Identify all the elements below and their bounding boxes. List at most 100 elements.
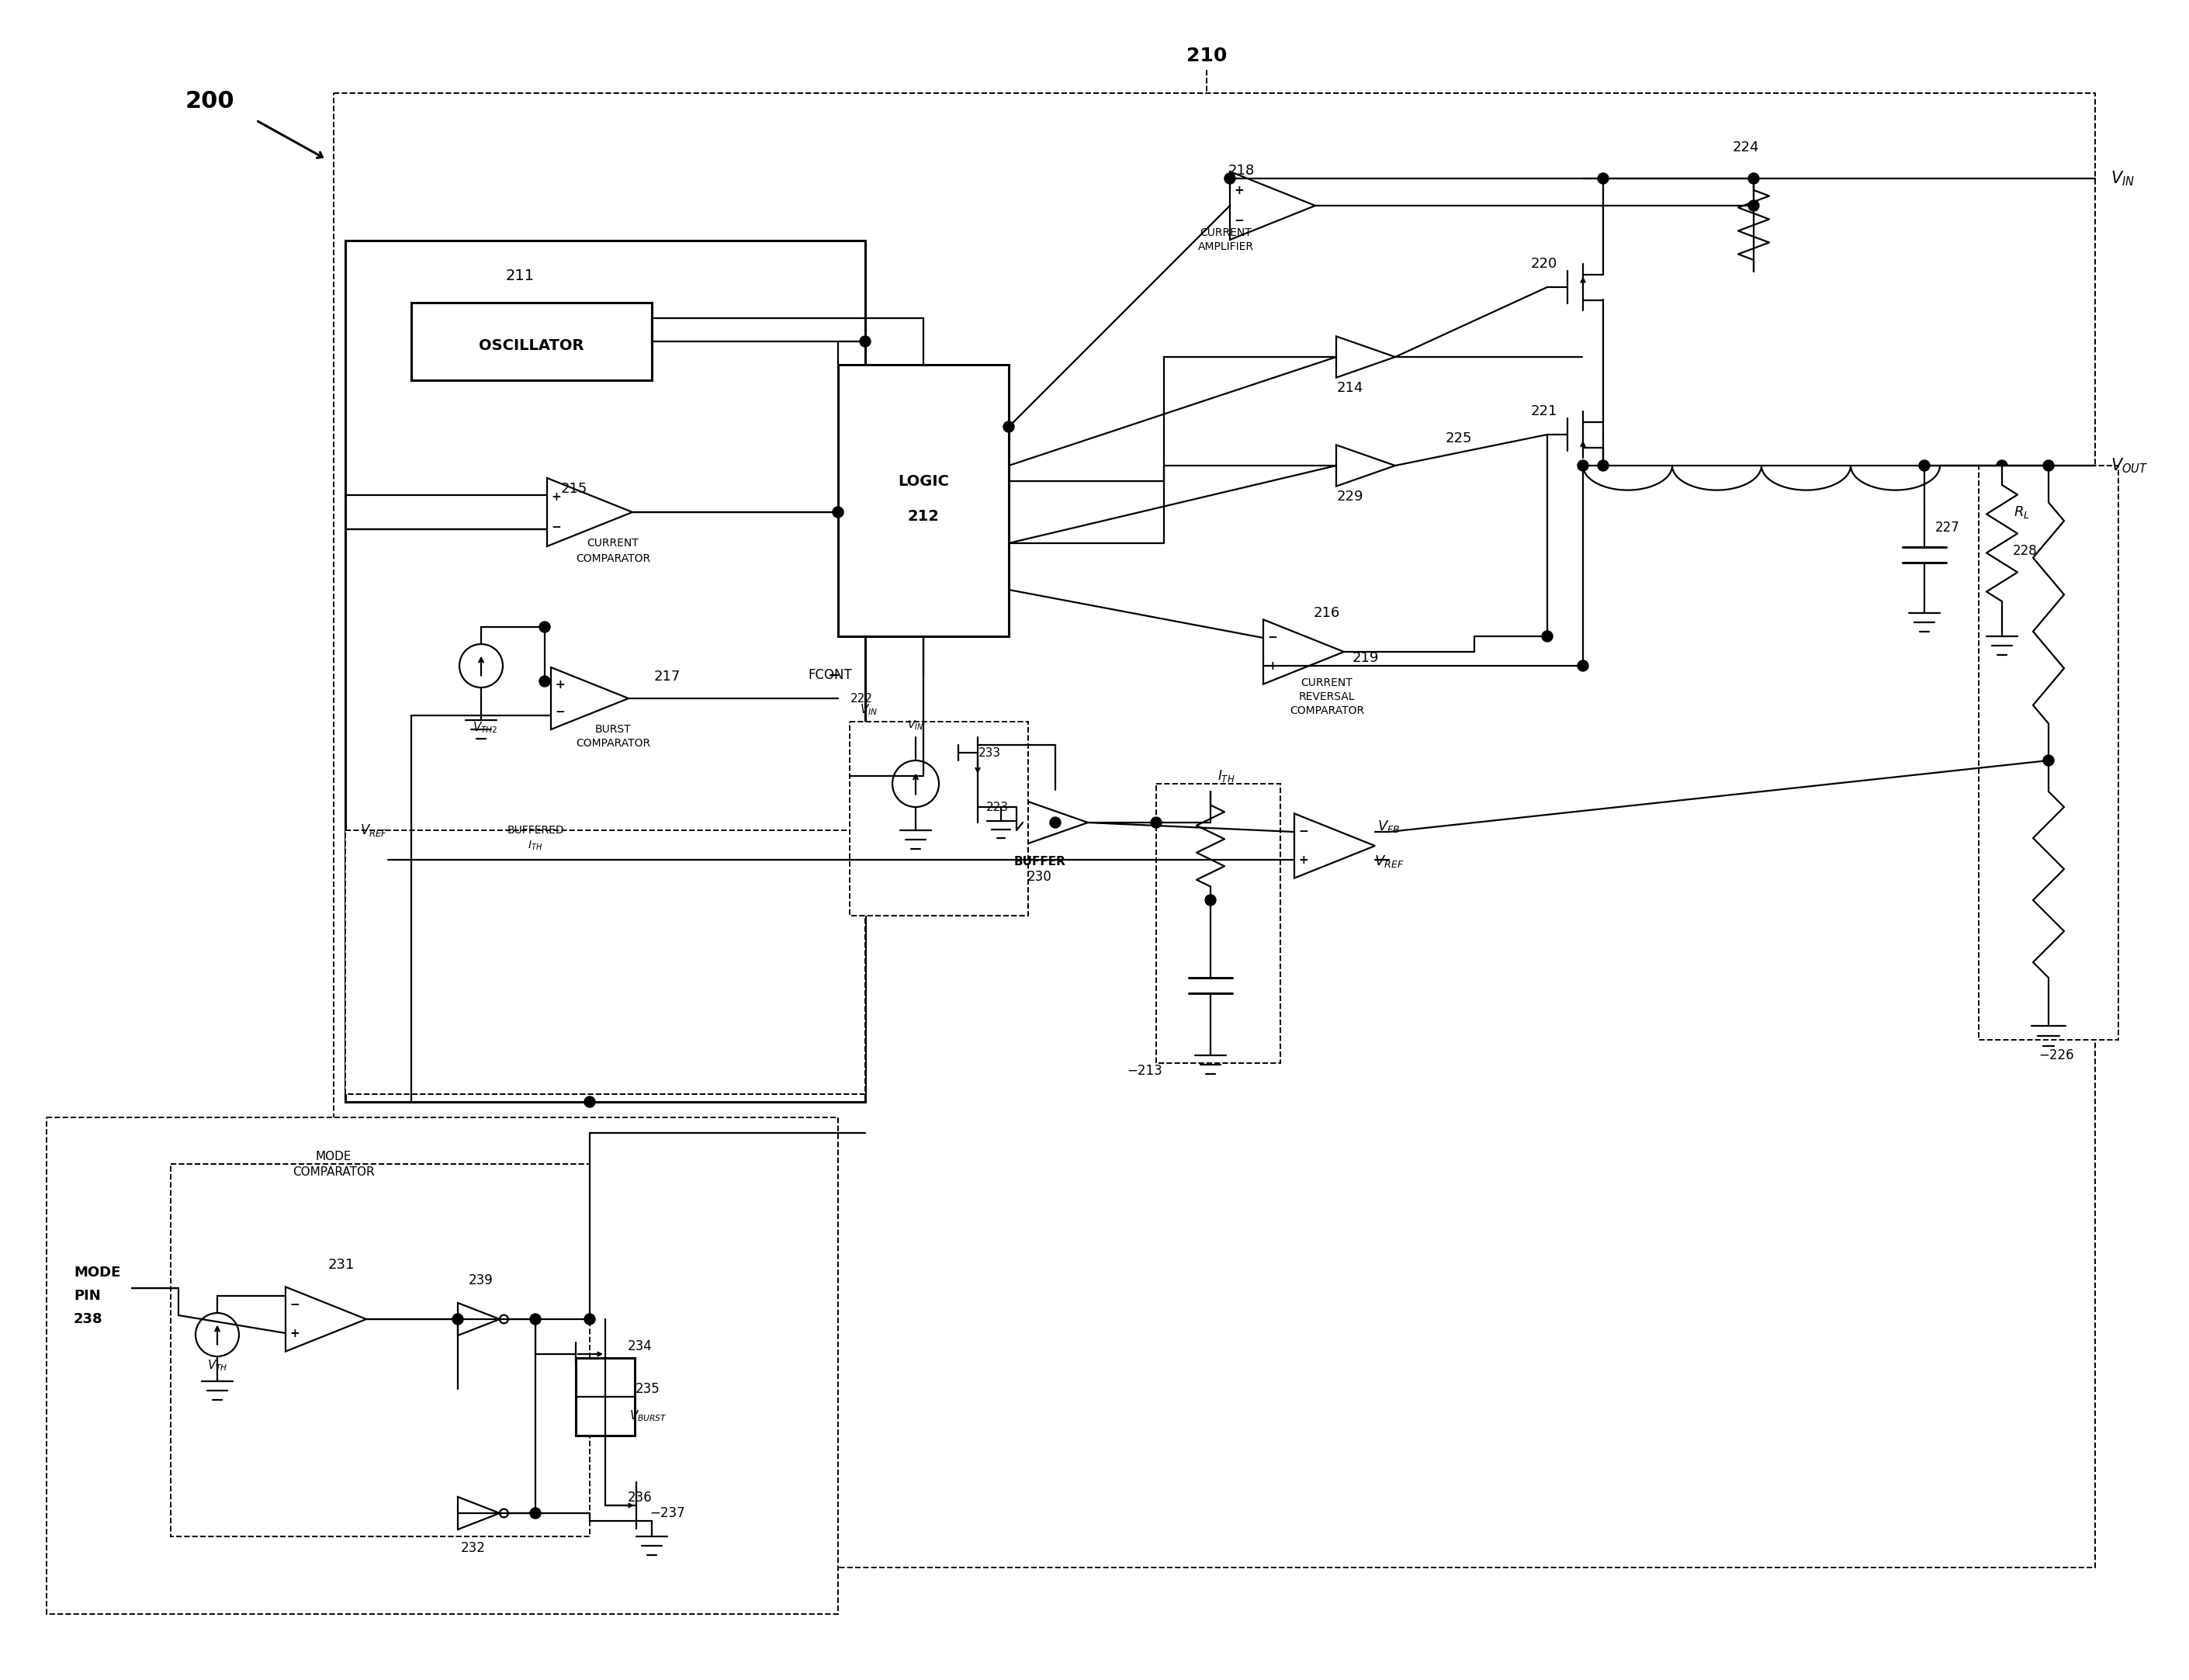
Circle shape [2042,460,2053,470]
Text: $V_{TH}$: $V_{TH}$ [208,1359,228,1373]
Text: 229: 229 [1337,489,1364,504]
Text: 235: 235 [635,1383,661,1396]
Bar [46,1117,838,1614]
Circle shape [1051,816,1062,828]
Text: 223: 223 [985,801,1009,813]
Circle shape [1749,173,1760,183]
Text: −213: −213 [1127,1063,1162,1079]
Text: 219: 219 [1353,652,1379,665]
Text: $V_{REF}$: $V_{REF}$ [1375,853,1403,869]
Text: COMPARATOR: COMPARATOR [293,1166,374,1178]
Circle shape [1541,632,1552,642]
Text: $R_L$: $R_L$ [2014,504,2029,519]
Circle shape [1578,660,1589,672]
Text: MODE: MODE [74,1265,120,1280]
Text: +: + [1235,185,1243,197]
Text: $V_{BURST}$: $V_{BURST}$ [628,1410,668,1423]
Text: LOGIC: LOGIC [897,474,950,489]
Text: 224: 224 [1731,141,1760,155]
Text: −: − [1235,215,1243,227]
Text: −: − [556,706,565,717]
Circle shape [1224,173,1235,183]
Circle shape [1598,173,1609,183]
Text: REVERSAL: REVERSAL [1298,692,1355,702]
Text: CURRENT: CURRENT [1200,227,1252,239]
Text: PIN: PIN [74,1289,101,1304]
Bar [1156,785,1281,1063]
Text: $V_{IN}$: $V_{IN}$ [860,702,878,717]
Bar [333,92,2095,1567]
Text: 236: 236 [628,1490,652,1505]
Text: 239: 239 [468,1273,493,1287]
Circle shape [584,1314,595,1324]
Text: +: + [556,679,565,690]
Circle shape [584,1097,595,1107]
Bar [346,240,865,1102]
Text: 215: 215 [560,482,587,496]
Bar [171,1164,589,1537]
Text: −: − [289,1299,300,1310]
Text: 217: 217 [655,670,681,684]
Text: $V_{OUT}$: $V_{OUT}$ [2110,457,2147,475]
Text: −: − [1267,632,1278,643]
Text: −237: −237 [650,1507,685,1520]
Text: $V_{IN}$: $V_{IN}$ [2110,170,2134,188]
Text: 221: 221 [1530,405,1559,418]
Text: +: + [1298,853,1309,865]
Text: 225: 225 [1445,432,1473,445]
Circle shape [1578,460,1589,470]
Text: −: − [552,521,560,533]
Text: −226: −226 [2038,1048,2073,1062]
Circle shape [530,1507,541,1519]
Text: $V_{IN}$: $V_{IN}$ [908,719,924,732]
Text: COMPARATOR: COMPARATOR [576,738,650,749]
Text: 211: 211 [506,269,534,282]
Circle shape [1151,816,1162,828]
Text: OSCILLATOR: OSCILLATOR [479,338,584,353]
Circle shape [860,336,871,346]
Text: 233: 233 [978,748,1000,759]
Circle shape [1206,895,1215,906]
Text: COMPARATOR: COMPARATOR [1289,706,1364,716]
Text: BUFFER: BUFFER [1014,855,1066,867]
Text: 212: 212 [908,509,939,524]
Text: 230: 230 [1027,870,1053,884]
Text: 227: 227 [1935,521,1959,534]
Circle shape [1996,460,2007,470]
Circle shape [832,507,843,517]
Text: 200: 200 [184,89,234,113]
Text: $V_{FB}$: $V_{FB}$ [1377,818,1401,835]
Text: $I_{TH}$: $I_{TH}$ [1217,768,1235,785]
Text: $V_{TH2}$: $V_{TH2}$ [473,721,497,736]
Text: CURRENT: CURRENT [1300,677,1353,689]
Text: 238: 238 [74,1312,103,1326]
Text: 216: 216 [1313,606,1340,620]
Circle shape [2042,754,2053,766]
Bar [576,1357,635,1436]
Text: 231: 231 [328,1258,355,1272]
Bar [849,722,1029,916]
Text: $V_{REF}$: $V_{REF}$ [361,823,387,838]
Text: +: + [552,491,560,502]
Text: 232: 232 [462,1541,486,1556]
Text: 228: 228 [2014,544,2038,558]
Circle shape [530,1314,541,1324]
Circle shape [1003,422,1014,432]
Text: BUFFERED: BUFFERED [508,825,565,835]
Text: MODE: MODE [315,1151,352,1163]
Text: COMPARATOR: COMPARATOR [576,553,650,564]
Circle shape [1598,460,1609,470]
Circle shape [1920,460,1931,470]
Text: 218: 218 [1228,163,1254,178]
Text: FCONT: FCONT [808,669,852,682]
Bar [838,365,1009,637]
Text: AMPLIFIER: AMPLIFIER [1197,242,1254,252]
Text: +: + [289,1327,300,1339]
Text: 214: 214 [1337,381,1364,395]
Circle shape [453,1314,464,1324]
Circle shape [1749,200,1760,212]
Circle shape [538,622,549,632]
Text: 222: 222 [849,692,873,704]
Text: CURRENT: CURRENT [587,538,639,549]
Text: 234: 234 [628,1339,652,1354]
